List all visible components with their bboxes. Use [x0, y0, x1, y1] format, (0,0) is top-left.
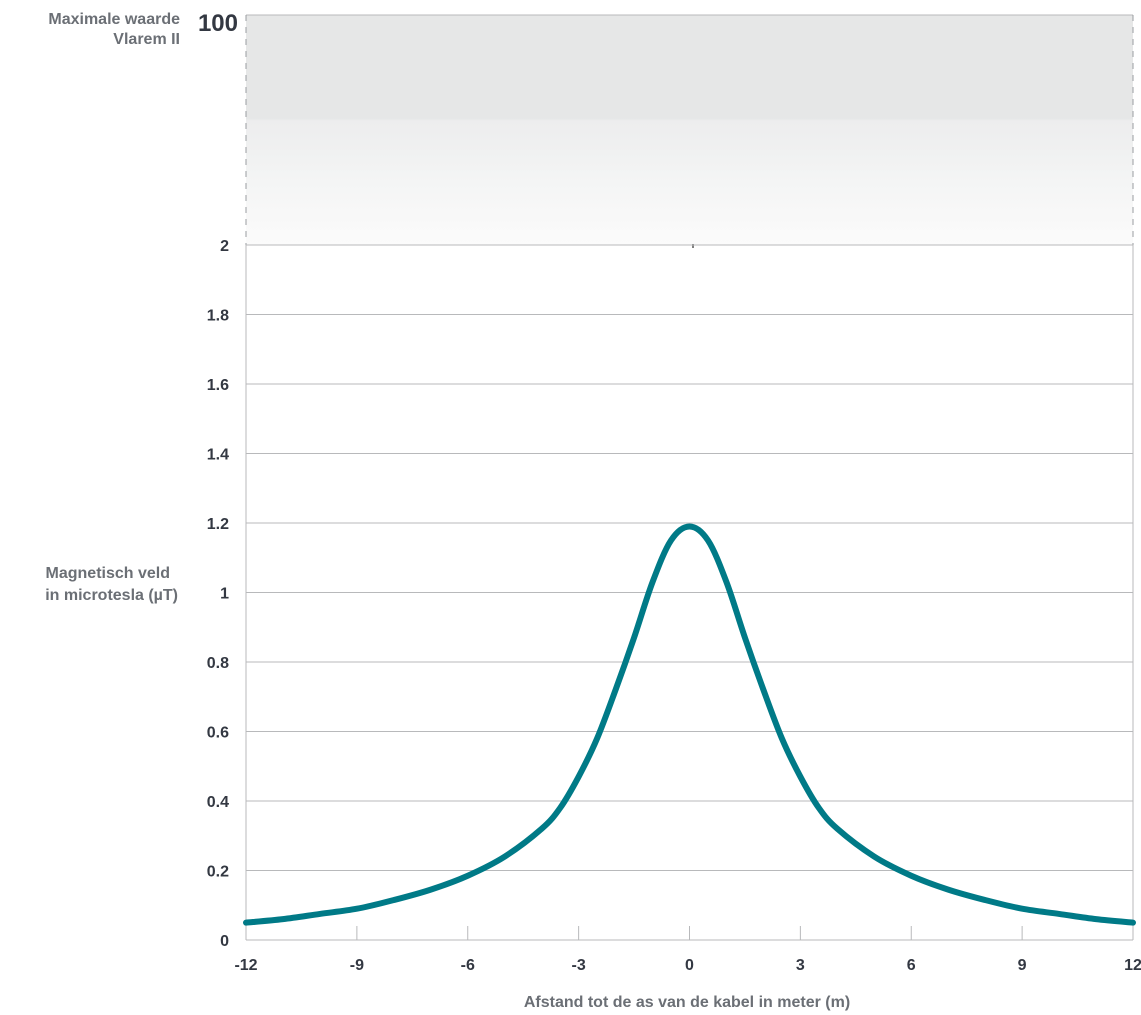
y-tick-label: 0.4 — [207, 794, 229, 811]
y-tick-label: 1 — [220, 586, 229, 603]
x-tick-label: -3 — [572, 957, 586, 974]
y-tick-label: 1.6 — [207, 377, 229, 394]
y-tick-label: 0 — [220, 933, 229, 950]
y-tick-label: 2 — [220, 238, 229, 255]
tick-labels: 0 0.2 0.4 0.6 0.8 1 1.2 1.4 1.6 1.8 2 -12 -9 -6 -3 0 3 6 9… — [207, 238, 1141, 974]
x-tick-label: -12 — [234, 957, 257, 974]
limit-band — [246, 15, 1133, 245]
x-tick-label: 0 — [685, 957, 694, 974]
series — [243, 523, 1136, 926]
y-tick-label: 1.8 — [207, 308, 229, 325]
grid — [245, 244, 1134, 941]
x-tick-label: 6 — [907, 957, 916, 974]
x-tick-label: 3 — [796, 957, 805, 974]
x-axis-title: Afstand tot de as van de kabel in meter … — [524, 994, 850, 1011]
limit-label-line-1: Maximale waarde — [48, 11, 180, 28]
limit-tick-label: 100 — [198, 10, 238, 37]
y-axis-title-line-2: in microtesla (µT) — [45, 587, 178, 604]
x-tick-label: 9 — [1018, 957, 1027, 974]
series-line — [243, 523, 1136, 926]
y-tick-label: 1.2 — [207, 516, 229, 533]
y-axis-title-line-1: Magnetisch veld — [46, 565, 170, 582]
y-tick-label: 0.6 — [207, 725, 229, 742]
y-tick-label: 0.8 — [207, 655, 229, 672]
limit-label-line-2: Vlarem II — [113, 31, 180, 48]
x-tick-label: -6 — [461, 957, 475, 974]
y-tick-label: 1.4 — [207, 447, 229, 464]
x-tick-label: 12 — [1124, 957, 1141, 974]
y-tick-label: 0.2 — [207, 864, 229, 881]
x-tick-label: -9 — [350, 957, 364, 974]
